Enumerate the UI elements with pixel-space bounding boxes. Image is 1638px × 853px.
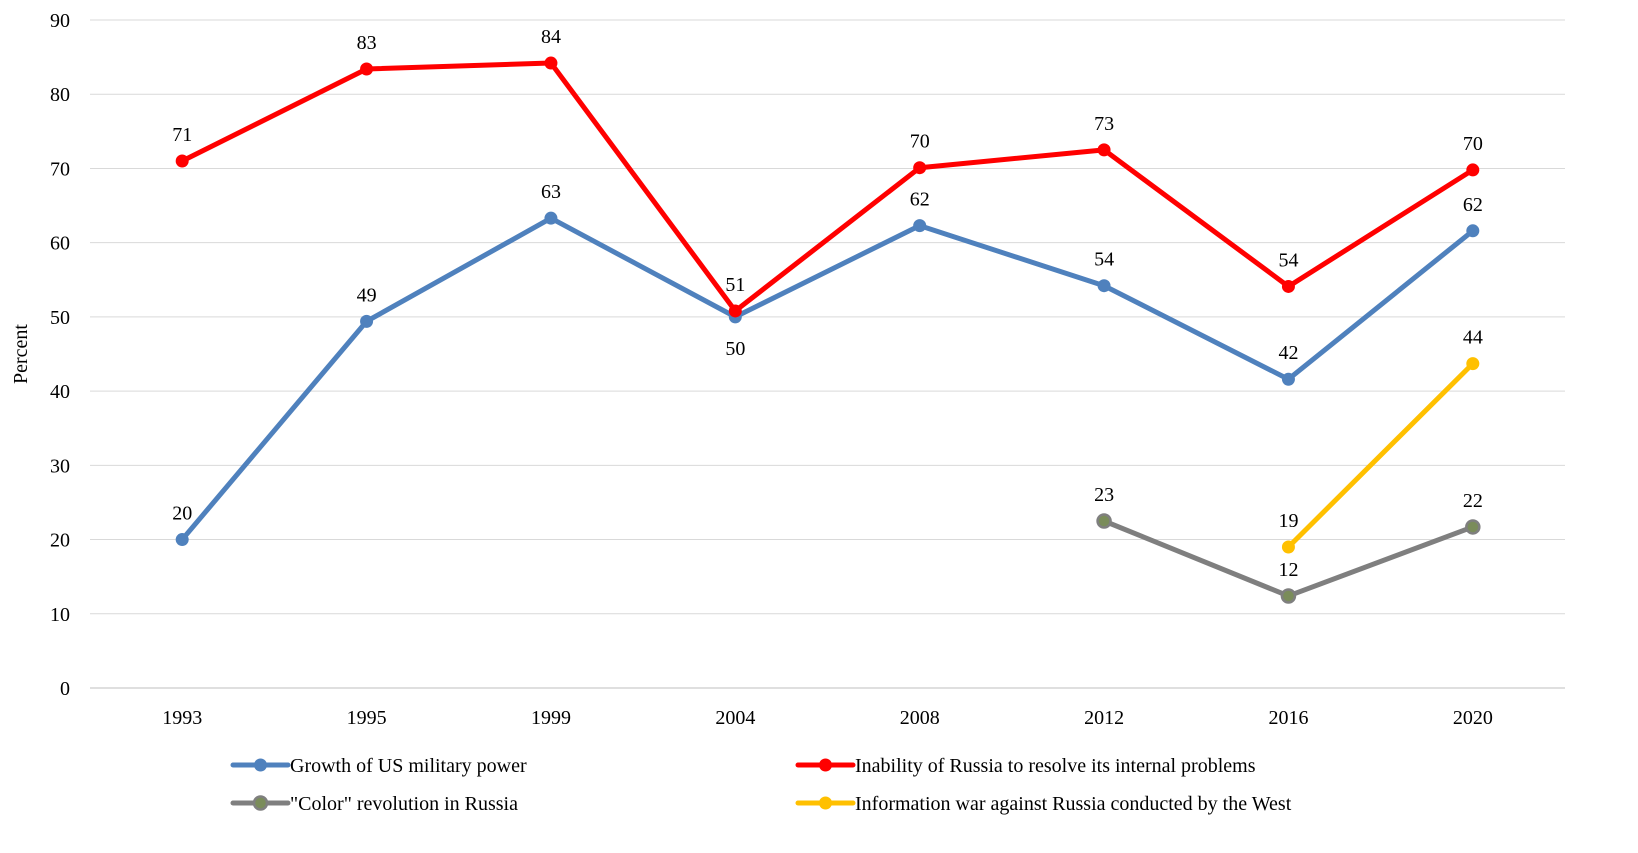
data-label: 84 bbox=[541, 26, 561, 48]
data-label: 62 bbox=[1463, 194, 1483, 216]
data-point bbox=[1466, 357, 1480, 371]
data-label: 23 bbox=[1094, 484, 1114, 506]
data-point bbox=[544, 211, 558, 225]
data-labels: 20 49 63 50 62 54 42 62 71 83 84 51 70 73 54 70 23 12 22 19… bbox=[172, 26, 1483, 581]
series-lines bbox=[175, 56, 1481, 604]
legend-label: Information war against Russia conducted… bbox=[855, 793, 1292, 815]
x-tick-label: 1993 bbox=[162, 707, 202, 729]
data-label: 20 bbox=[172, 503, 192, 525]
data-label: 63 bbox=[541, 181, 561, 203]
x-tick-label: 1999 bbox=[531, 707, 571, 729]
data-label: 70 bbox=[910, 131, 930, 153]
x-tick-label: 2008 bbox=[900, 707, 940, 729]
data-point bbox=[1097, 279, 1111, 293]
data-label: 50 bbox=[725, 338, 745, 360]
data-label: 73 bbox=[1094, 113, 1114, 135]
data-point bbox=[728, 304, 742, 318]
data-point bbox=[1466, 224, 1480, 238]
data-point bbox=[1465, 519, 1481, 535]
legend: Growth of US military power Inability of … bbox=[230, 755, 1292, 815]
y-tick-label: 0 bbox=[60, 678, 70, 700]
data-label: 70 bbox=[1463, 133, 1483, 155]
data-label: 49 bbox=[357, 284, 377, 306]
data-label: 83 bbox=[357, 32, 377, 54]
legend-marker bbox=[819, 758, 832, 772]
data-point bbox=[1281, 279, 1295, 293]
series-line bbox=[1285, 361, 1476, 550]
y-axis-ticks: 0 10 20 30 40 50 60 70 80 90 bbox=[50, 10, 70, 700]
data-label: 54 bbox=[1278, 249, 1298, 271]
y-tick-label: 20 bbox=[50, 530, 70, 552]
y-tick-label: 90 bbox=[50, 10, 70, 32]
data-label: 12 bbox=[1278, 559, 1298, 581]
data-point bbox=[1096, 513, 1112, 529]
x-tick-label: 1995 bbox=[347, 707, 387, 729]
data-label: 54 bbox=[1094, 249, 1114, 271]
data-label: 71 bbox=[172, 124, 192, 146]
legend-label: Inability of Russia to resolve its inter… bbox=[855, 755, 1256, 777]
data-label: 22 bbox=[1463, 490, 1483, 512]
legend-marker bbox=[252, 795, 269, 811]
data-point bbox=[175, 533, 189, 547]
y-tick-label: 40 bbox=[50, 381, 70, 403]
x-tick-label: 2012 bbox=[1084, 707, 1124, 729]
legend-label: "Color" revolution in Russia bbox=[290, 793, 518, 815]
legend-marker bbox=[254, 758, 267, 772]
data-point bbox=[1281, 540, 1295, 554]
data-label: 42 bbox=[1278, 342, 1298, 364]
x-tick-label: 2020 bbox=[1453, 707, 1493, 729]
y-tick-label: 10 bbox=[50, 604, 70, 626]
data-point bbox=[1466, 163, 1480, 177]
data-point bbox=[1281, 372, 1295, 386]
data-label: 62 bbox=[910, 189, 930, 211]
data-point bbox=[544, 56, 558, 70]
data-point bbox=[913, 161, 927, 175]
y-tick-label: 80 bbox=[50, 84, 70, 106]
data-point bbox=[1097, 143, 1111, 157]
y-axis-title: Percent bbox=[10, 324, 32, 384]
data-point bbox=[360, 314, 374, 328]
series-line bbox=[179, 215, 1476, 543]
y-tick-label: 50 bbox=[50, 307, 70, 329]
data-label: 51 bbox=[725, 274, 745, 296]
x-tick-label: 2016 bbox=[1268, 707, 1308, 729]
y-tick-label: 30 bbox=[50, 455, 70, 477]
data-label: 44 bbox=[1463, 327, 1483, 349]
legend-label: Growth of US military power bbox=[290, 755, 527, 777]
series-line bbox=[179, 60, 1476, 314]
data-point bbox=[913, 219, 927, 233]
data-point bbox=[360, 62, 374, 76]
data-point bbox=[1280, 588, 1297, 604]
x-tick-label: 2004 bbox=[715, 707, 755, 729]
data-label: 19 bbox=[1278, 510, 1298, 532]
y-tick-label: 60 bbox=[50, 233, 70, 255]
x-axis-ticks: 1993 1995 1999 2004 2008 2012 2016 2020 bbox=[162, 707, 1493, 729]
y-tick-label: 70 bbox=[50, 158, 70, 180]
gridlines bbox=[90, 19, 1565, 689]
legend-marker bbox=[819, 796, 832, 810]
data-point bbox=[175, 154, 189, 168]
